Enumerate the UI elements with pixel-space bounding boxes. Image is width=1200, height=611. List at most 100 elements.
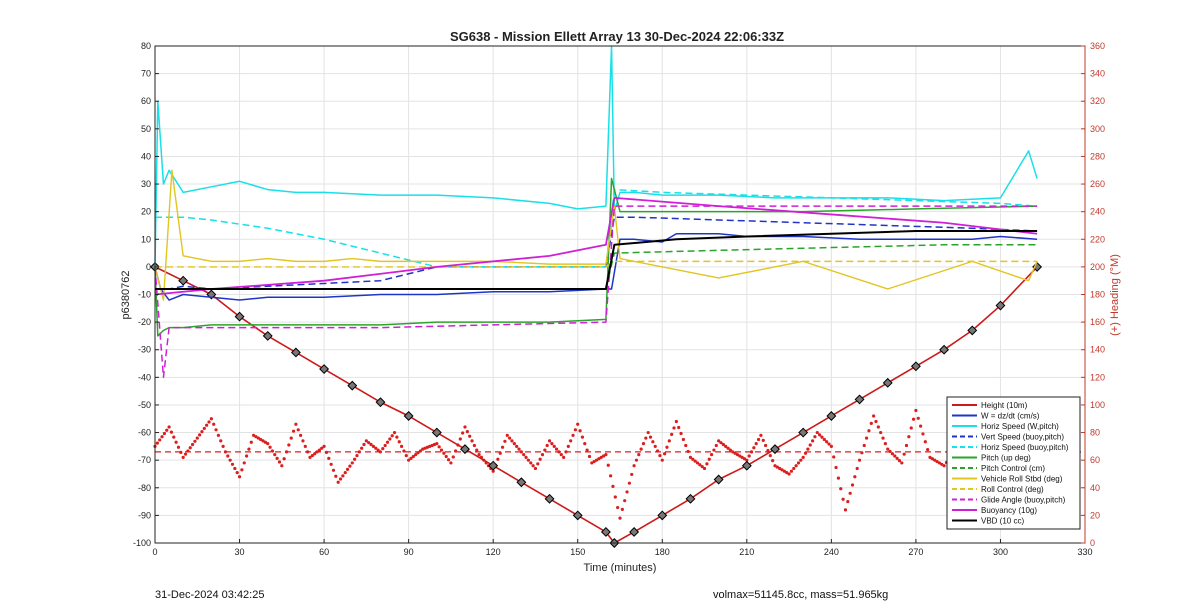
heading-point — [773, 464, 777, 468]
x-axis-label: Time (minutes) — [584, 562, 657, 574]
heading-point — [745, 458, 749, 462]
heading-point — [653, 444, 657, 448]
heading-point — [463, 425, 467, 429]
heading-point — [712, 448, 716, 452]
heading-point — [651, 440, 655, 444]
x-tick-label: 150 — [570, 547, 585, 557]
heading-point — [735, 453, 740, 457]
heading-point — [576, 422, 580, 426]
series-w-dz-dt-cm-s — [154, 233, 1038, 301]
heading-point — [670, 432, 674, 436]
heading-point — [475, 448, 479, 452]
heading-point — [881, 436, 885, 440]
heading-point — [937, 461, 941, 465]
heading-point — [646, 430, 650, 435]
y-tick-label: -20 — [138, 317, 151, 327]
heading-point — [827, 442, 831, 446]
heading-point — [738, 454, 742, 458]
heading-point — [818, 433, 822, 437]
heading-point — [597, 457, 601, 461]
legend-entry: Buoyancy (10g) — [981, 506, 1037, 515]
heading-point — [796, 461, 801, 465]
heading-point — [684, 443, 688, 448]
heading-point — [841, 497, 845, 501]
heading-point — [606, 463, 610, 467]
heading-point — [256, 436, 260, 440]
heading-point — [404, 453, 408, 458]
heading-point — [524, 455, 528, 460]
heading-point — [566, 444, 570, 448]
series-buoyancy-10g — [154, 196, 1038, 296]
heading-point — [287, 443, 291, 447]
heading-point — [212, 422, 216, 426]
heading-point — [172, 435, 176, 439]
heading-point — [176, 445, 181, 449]
heading-point — [625, 490, 629, 494]
heading-point — [601, 454, 606, 458]
heading-point — [813, 435, 817, 439]
heading-point — [183, 452, 188, 456]
heading-point — [547, 439, 552, 443]
heading-point — [648, 435, 653, 439]
y-tick-label: 20 — [141, 207, 151, 217]
heading-point — [554, 447, 559, 451]
heading-point — [569, 439, 573, 443]
series-horiz-speed-buoy-pitch — [155, 188, 1038, 268]
heading-point — [508, 436, 512, 440]
x-tick-label: 270 — [908, 547, 923, 557]
legend-entry: W = dz/dt (cm/s) — [981, 412, 1040, 421]
heading-point — [836, 476, 841, 480]
heading-point — [331, 468, 336, 472]
heading-point — [740, 455, 744, 460]
heading-point — [876, 425, 880, 429]
heading-point — [801, 455, 805, 460]
y2-tick-label: 120 — [1090, 372, 1105, 382]
heading-point — [259, 437, 263, 442]
heading-point — [860, 451, 864, 455]
heading-point — [252, 433, 256, 437]
heading-point — [291, 429, 296, 433]
heading-point — [839, 487, 843, 491]
heading-point — [785, 470, 789, 475]
y-tick-label: -70 — [138, 455, 151, 465]
heading-point — [263, 440, 267, 444]
heading-point — [778, 466, 782, 471]
heading-point — [794, 464, 798, 468]
heading-point — [158, 438, 162, 442]
heading-point — [538, 457, 542, 461]
heading-point — [923, 440, 927, 444]
heading-point — [226, 454, 230, 458]
heading-point — [665, 445, 669, 449]
heading-point — [301, 439, 305, 443]
heading-point — [853, 475, 857, 479]
heading-point — [545, 443, 549, 448]
heading-point — [468, 434, 472, 438]
heading-point — [825, 440, 829, 444]
heading-point — [942, 464, 946, 468]
height-marker — [995, 300, 1006, 311]
heading-point — [609, 474, 613, 478]
height-marker — [882, 377, 893, 388]
x-tick-label: 180 — [655, 547, 670, 557]
heading-point — [747, 454, 751, 458]
heading-point — [775, 465, 779, 469]
heading-point — [190, 442, 195, 447]
heading-point — [618, 516, 622, 520]
y2-tick-label: 200 — [1090, 262, 1105, 272]
heading-point — [792, 466, 796, 471]
heading-point — [935, 459, 939, 464]
heading-point — [242, 461, 246, 465]
heading-point — [505, 433, 509, 437]
heading-point — [590, 461, 594, 465]
height-marker — [178, 275, 189, 286]
x-tick-label: 330 — [1077, 547, 1092, 557]
heading-point — [782, 469, 786, 473]
heading-point — [637, 453, 641, 457]
y-tick-label: -80 — [138, 483, 151, 493]
height-marker — [741, 460, 752, 471]
height-marker — [770, 444, 780, 455]
heading-point — [496, 457, 500, 461]
heading-point — [273, 453, 277, 457]
footer-timestamp: 31-Dec-2024 03:42:25 — [155, 589, 265, 601]
y-tick-label: 70 — [141, 69, 151, 79]
